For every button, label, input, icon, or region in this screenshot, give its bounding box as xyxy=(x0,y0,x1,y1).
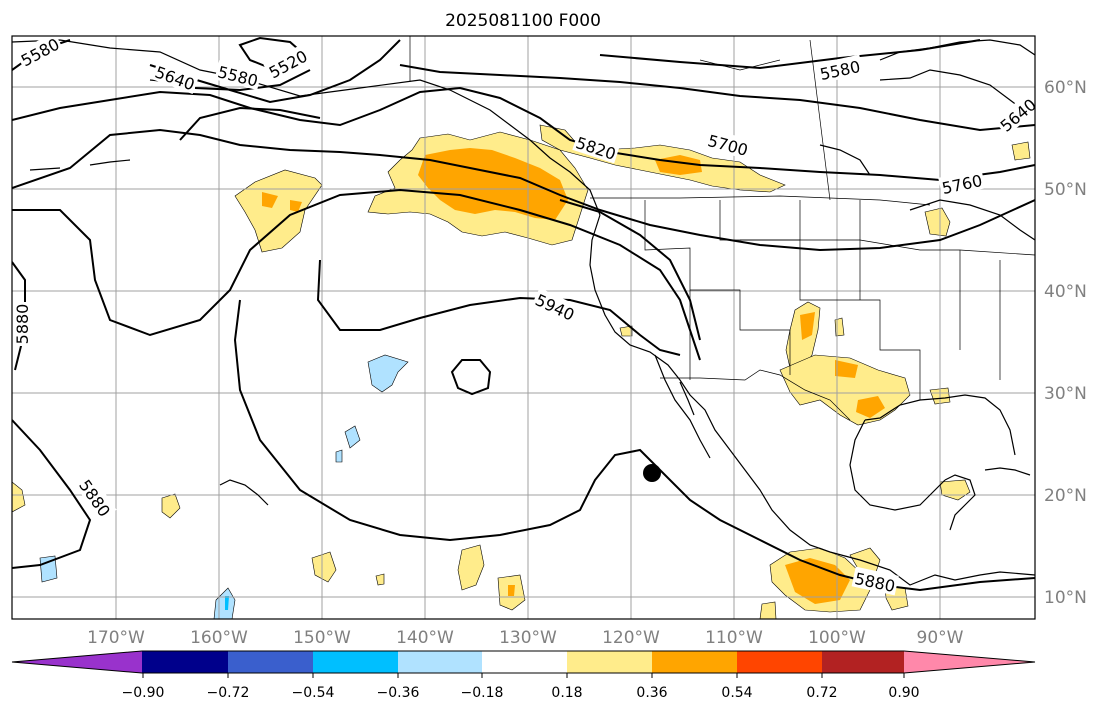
colorbar-tick-label: −0.72 xyxy=(207,685,250,701)
contour-label-bg xyxy=(816,54,864,84)
colorbar-tick-label: 0.18 xyxy=(551,685,582,701)
contour-label-bg xyxy=(704,128,753,160)
contour-label-bg xyxy=(12,302,31,346)
latitude-tick-label: 20°N xyxy=(1044,486,1087,506)
colorbar-tick-label: 0.72 xyxy=(806,685,837,701)
latitude-tick-label: 10°N xyxy=(1044,588,1087,608)
contour-label-bg xyxy=(75,473,117,522)
anomaly-region xyxy=(785,558,850,604)
anomaly-region xyxy=(225,596,229,610)
colorbar-extend-high xyxy=(904,651,1035,673)
anomaly-region xyxy=(262,192,302,212)
political-boundaries xyxy=(409,36,1035,421)
longitude-tick-label: 130°W xyxy=(499,628,557,648)
colorbar xyxy=(11,650,1036,678)
longitude-tick-label: 110°W xyxy=(705,628,763,648)
colorbar-tick-label: −0.36 xyxy=(377,685,420,701)
anomaly-region xyxy=(12,481,26,513)
colorbar-segment xyxy=(398,651,482,673)
contour-label-bg xyxy=(938,168,986,198)
colorbar-tick-label: −0.54 xyxy=(292,685,335,701)
contour-label-bg xyxy=(994,92,1035,137)
colorbar-tick-label: 0.54 xyxy=(721,685,752,701)
latitude-tick-label: 40°N xyxy=(1044,282,1087,302)
longitude-tick-label: 170°W xyxy=(87,628,145,648)
anomaly-region xyxy=(800,312,815,340)
longitude-tick-label: 160°W xyxy=(190,628,248,648)
anomaly-region xyxy=(234,169,323,253)
colorbar-segment xyxy=(228,651,313,673)
positive-anomaly-shading xyxy=(12,124,1031,619)
map-title: 2025081100 F000 xyxy=(445,11,601,31)
contour-label-bg xyxy=(151,60,200,94)
longitude-tick-label: 140°W xyxy=(396,628,454,648)
contour-label-bg xyxy=(214,60,263,91)
anomaly-region xyxy=(508,585,515,596)
colorbar-segment xyxy=(313,651,398,673)
colorbar-tick-label: −0.18 xyxy=(461,685,504,701)
colorbar-outline xyxy=(11,650,1036,674)
colorbar-segment xyxy=(567,651,652,673)
colorbar-tick-label: −0.90 xyxy=(122,685,165,701)
contour-label-bg xyxy=(572,130,621,164)
colorbar-tick-label: 0.90 xyxy=(888,685,919,701)
anomaly-region xyxy=(367,354,409,393)
contour-label-bg xyxy=(263,43,312,83)
longitude-tick-label: 90°W xyxy=(917,628,964,648)
contour-label-bg xyxy=(531,287,580,325)
longitude-tick-label: 120°W xyxy=(602,628,660,648)
anomaly-region xyxy=(375,325,777,619)
latitude-tick-label: 50°N xyxy=(1044,180,1087,200)
latitude-tick-label: 60°N xyxy=(1044,78,1087,98)
storm-center-dot xyxy=(643,464,661,482)
anomaly-region xyxy=(939,141,1031,501)
colorbar-segment xyxy=(822,651,904,673)
latitude-tick-label: 30°N xyxy=(1044,384,1087,404)
colorbar-segment xyxy=(652,651,737,673)
colorbar-segment xyxy=(482,651,567,673)
latitude-labels: 60°N 50°N 40°N 30°N 20°N 10°N xyxy=(1044,78,1087,608)
contour-label: 5880 xyxy=(13,304,32,345)
colorbar-extend-low xyxy=(12,651,142,673)
colorbar-segment xyxy=(737,651,822,673)
anomaly-region xyxy=(311,551,337,583)
colorbar-tick-labels: −0.90 −0.72 −0.54 −0.36 −0.18 0.18 0.36 0.54 0.7… xyxy=(122,685,920,701)
colorbar-tick-label: 0.36 xyxy=(636,685,667,701)
longitude-tick-label: 100°W xyxy=(808,628,866,648)
map-border xyxy=(11,35,1036,620)
anomaly-region xyxy=(335,425,361,463)
anomaly-region xyxy=(835,360,885,418)
anomaly-region xyxy=(457,544,485,591)
colorbar-segment xyxy=(142,651,228,673)
anomaly-region xyxy=(924,207,951,237)
graticule xyxy=(12,36,1035,619)
contour-label-bg xyxy=(851,566,899,596)
contour-label-bg xyxy=(15,36,64,71)
longitude-tick-label: 150°W xyxy=(293,628,351,648)
longitude-labels: 170°W 160°W 150°W 140°W 130°W 120°W 110°W 100°W… xyxy=(87,628,964,648)
